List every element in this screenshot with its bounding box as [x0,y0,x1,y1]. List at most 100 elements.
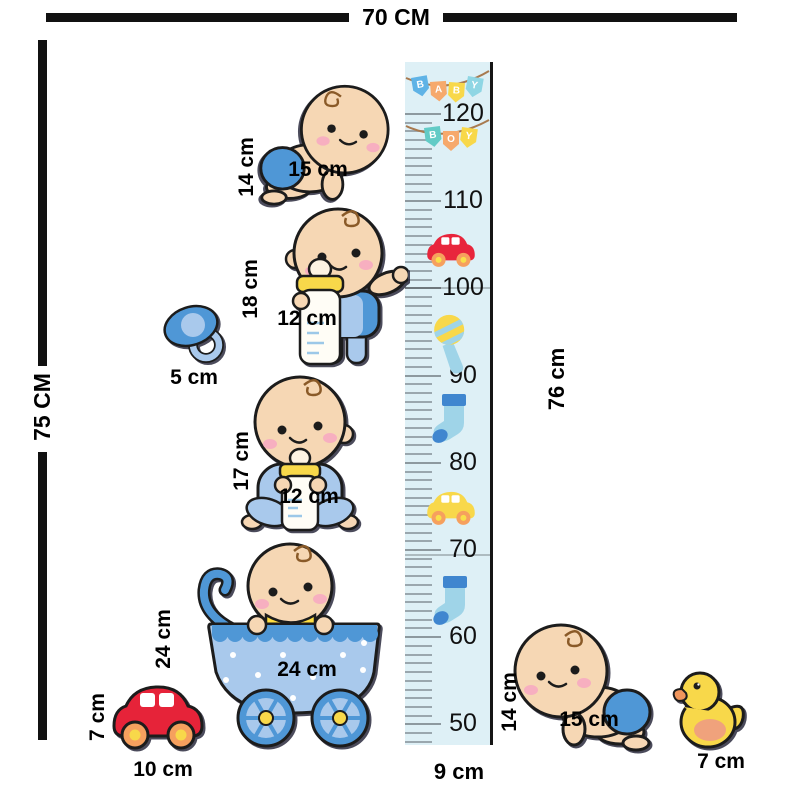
ruler-scale-number: 120 [442,99,484,127]
ruler-minor-tick [405,618,432,621]
ruler-minor-tick [405,165,432,168]
ruler-minor-tick [405,531,432,534]
ruler-minor-tick [405,208,432,211]
ruler-minor-tick [405,435,432,438]
baby-bottle-icon [273,447,328,532]
ruler-minor-tick [405,514,432,517]
flag-icon: Y [465,76,484,98]
ruler-minor-tick [405,592,432,595]
top-dimension-bar-right [443,13,737,22]
svg-text:B: B [429,130,438,142]
ruler-minor-tick [405,627,432,630]
ruler-minor-tick [405,566,432,569]
ruler-minor-tick [405,252,432,255]
ruler-minor-tick [405,331,432,333]
ruler-minor-tick [405,191,432,194]
left-dimension-bar-bottom [38,452,47,740]
ruler-scale-number: 70 [449,535,477,563]
ruler-minor-tick [405,705,432,708]
ruler-major-tick [405,287,441,290]
ruler-major-tick [405,549,441,551]
ruler-minor-tick [405,235,432,238]
crawling-baby-top-height-label: 14 cm [235,137,258,197]
hair-curl-icon [293,545,312,563]
duck-size-label: 7 cm [697,750,745,773]
crawling-baby-top-width-label: 15 cm [288,158,348,181]
ruler-minor-tick [405,278,432,281]
baby-in-stroller [197,542,381,748]
ruler-minor-tick [405,557,432,560]
rattle-icon [434,314,465,374]
ruler-minor-tick [405,139,432,142]
ruler-minor-tick [405,348,432,351]
hair-curl-icon [564,630,583,648]
top-width-label: 70 CM [362,4,430,30]
ruler-minor-tick [405,365,432,368]
ruler-minor-tick [405,409,432,412]
stroller-width-label: 24 cm [277,658,337,681]
ruler-minor-tick [405,453,432,456]
ruler-minor-tick [405,644,432,647]
ruler-minor-tick [405,269,432,272]
ruler-minor-tick [405,217,432,220]
diaper-icon [602,688,652,736]
ruler-minor-tick [405,732,432,735]
sitting-baby-bottle-label: 12 cm [279,485,339,508]
ruler-minor-tick [405,261,432,264]
ruler-minor-tick [405,671,432,674]
baby-bottle-icon [291,257,345,366]
flag-icon: A [430,80,447,102]
ruler-minor-tick [405,313,432,316]
ruler-scale-number: 80 [449,447,477,476]
blue-sock-icon [433,576,467,625]
ruler-width-label: 9 cm [433,759,485,784]
diaper-icon [259,146,306,191]
flag-icon: B [448,82,465,103]
hair-curl-icon [303,379,322,397]
svg-text:A: A [435,84,443,95]
svg-text:B: B [452,85,460,96]
ruler-minor-tick [405,487,432,490]
ruler-minor-tick [405,121,432,124]
ruler-minor-tick [405,322,432,325]
ruler-minor-tick [405,540,432,543]
flag-icon: B [411,75,430,97]
standing-baby-height-label: 18 cm [239,259,262,319]
ruler-minor-tick [405,583,432,586]
ruler-minor-tick [405,156,432,159]
ruler-major-tick [405,113,441,115]
ruler-segment-joint [405,554,490,556]
ruler-minor-tick [405,697,432,700]
ruler-major-tick [405,461,441,464]
hair-curl-icon [324,90,342,108]
ruler-scale-number: 100 [442,273,484,302]
ruler-minor-tick [405,575,432,578]
ruler-major-tick [405,636,441,639]
ruler-height-label: 76 cm [544,347,569,411]
top-dimension-bar-left [46,13,349,22]
ruler-major-tick [405,374,441,377]
yellow-car-icon [427,491,475,525]
ruler-minor-tick [405,339,432,342]
duck-beak-icon [672,687,688,702]
ruler-minor-tick [405,714,432,717]
red-car-width-label: 10 cm [133,758,193,781]
sitting-baby-with-bottle [240,375,360,532]
ruler-minor-tick [405,444,432,447]
red-car-icon [427,233,475,267]
crawling-baby-bottom-height-label: 14 cm [498,672,521,732]
ruler-major-tick [405,200,441,203]
ruler-minor-tick [405,662,432,665]
standing-baby-with-bottle [284,207,408,366]
ruler-minor-tick [405,522,432,525]
ruler-scale-number: 60 [449,622,477,651]
ruler-minor-tick [405,679,432,682]
ruler-minor-tick [405,226,432,229]
waving-hand-icon [391,265,408,285]
crawling-baby-top [259,84,390,206]
ruler-minor-tick [405,174,432,177]
ruler-minor-tick [405,601,432,604]
duck [672,671,745,749]
hair-curl-icon [341,210,360,228]
